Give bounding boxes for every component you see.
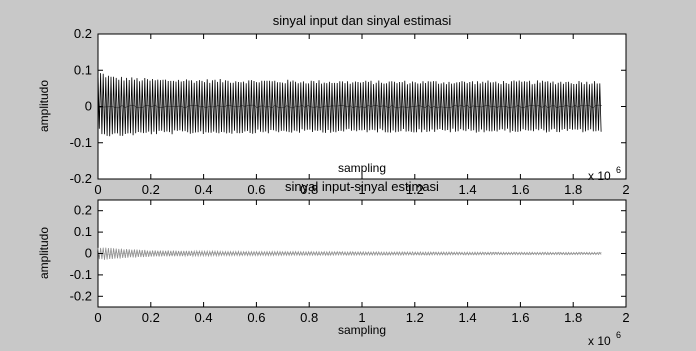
x-tick-label: 0.4: [195, 310, 213, 325]
signal-series-top: [97, 72, 603, 137]
x-tick-label: 0.4: [195, 182, 213, 197]
x-tick-label: 0.6: [247, 182, 265, 197]
y-tick-label: -0.1: [70, 267, 92, 282]
x-tick-label: 1.4: [459, 310, 477, 325]
x-tick-label: 2: [622, 182, 629, 197]
y-tick-labels-bottom: 0.2 0.1 0 -0.1 -0.2: [70, 203, 626, 303]
chart-title-bottom: sinyal input-sinyal estimasi: [285, 179, 439, 194]
y-axis-label-top: amplitudo: [37, 80, 51, 132]
y-tick-label: 0.1: [74, 224, 92, 239]
x-tick-label: 0: [94, 182, 101, 197]
y-tick-label: 0: [85, 99, 92, 114]
y-tick-label: 0.2: [74, 203, 92, 218]
x-exponent-power-top: 6: [616, 165, 621, 175]
y-tick-labels-top: 0.2 0.1 0 -0.1 -0.2: [70, 26, 626, 186]
signal-line-inner-top: [97, 104, 603, 109]
x-exponent-power-bottom: 6: [616, 330, 621, 340]
x-tick-label: 1.2: [406, 182, 424, 197]
x-tick-label: 2: [622, 310, 629, 325]
x-tick-label: 0.2: [142, 182, 160, 197]
chart-title-top: sinyal input dan sinyal estimasi: [273, 13, 452, 28]
x-tick-label: 1: [358, 182, 365, 197]
signal-line-inner-bottom: [97, 252, 603, 255]
y-tick-label: 0.1: [74, 62, 92, 77]
x-tick-label: 0.2: [142, 310, 160, 325]
y-tick-label: 0: [85, 246, 92, 261]
x-exponent-label-bottom: x 10: [588, 334, 611, 348]
chart-panel-top: sinyal input dan sinyal estimasi 0.20.10…: [37, 13, 630, 197]
x-tick-labels-bottom: 0 0.2 0.4 0.6 0.8 1 1.2 1.4 1.6 1.8 2: [94, 200, 630, 325]
signal-series-bottom: [97, 247, 603, 260]
y-tick-label: 0.2: [74, 26, 92, 41]
x-axis-label-top: sampling: [338, 161, 386, 175]
chart-panel-bottom: sinyal input-sinyal estimasi 0.2 0.1 0 -0.1…: [37, 179, 630, 348]
x-tick-label: 0: [94, 310, 101, 325]
x-tick-label: 0.6: [247, 310, 265, 325]
y-tick-label: -0.2: [70, 171, 92, 186]
y-tick-label: -0.2: [70, 288, 92, 303]
x-tick-label: 1.8: [564, 310, 582, 325]
x-tick-label: 1.8: [564, 182, 582, 197]
x-tick-label: 1.6: [511, 182, 529, 197]
y-axis-label-bottom: amplitudo: [37, 227, 51, 279]
x-tick-label: 1.2: [406, 310, 424, 325]
x-tick-label: 0.8: [300, 182, 318, 197]
x-tick-label: 1: [358, 310, 365, 325]
x-axis-label-bottom: sampling: [338, 323, 386, 337]
x-exponent-label-top: x 10: [588, 169, 611, 183]
x-tick-label: 0.8: [300, 310, 318, 325]
x-tick-labels-top: 0 0.2 0.4 0.6 0.8 1 1.2 1.4 1.6 1.8 2: [94, 34, 630, 197]
x-tick-label: 1.6: [511, 310, 529, 325]
x-tick-label: 1.4: [459, 182, 477, 197]
y-tick-label: -0.1: [70, 135, 92, 150]
